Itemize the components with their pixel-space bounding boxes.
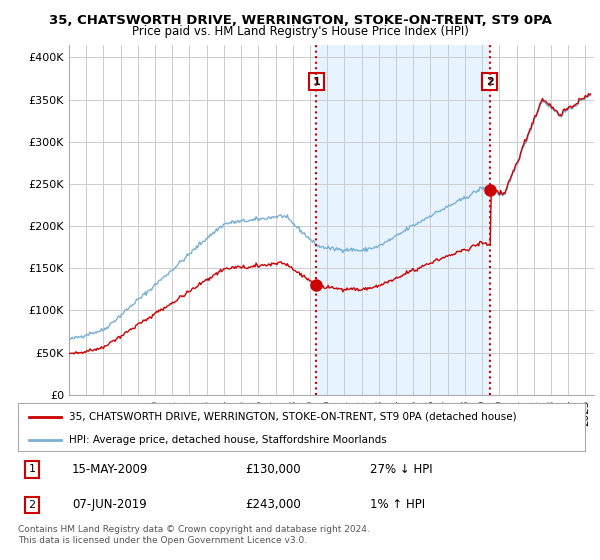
Text: 2: 2 <box>486 77 494 87</box>
Text: £130,000: £130,000 <box>245 463 301 476</box>
Text: Price paid vs. HM Land Registry's House Price Index (HPI): Price paid vs. HM Land Registry's House … <box>131 25 469 38</box>
Text: HPI: Average price, detached house, Staffordshire Moorlands: HPI: Average price, detached house, Staf… <box>69 435 387 445</box>
Text: 1: 1 <box>313 77 320 87</box>
Bar <box>316 45 490 395</box>
Text: 07-JUN-2019: 07-JUN-2019 <box>72 498 146 511</box>
Text: 1: 1 <box>29 464 35 474</box>
Text: 2: 2 <box>29 500 36 510</box>
Text: 35, CHATSWORTH DRIVE, WERRINGTON, STOKE-ON-TRENT, ST9 0PA (detached house): 35, CHATSWORTH DRIVE, WERRINGTON, STOKE-… <box>69 412 517 422</box>
Text: 35, CHATSWORTH DRIVE, WERRINGTON, STOKE-ON-TRENT, ST9 0PA: 35, CHATSWORTH DRIVE, WERRINGTON, STOKE-… <box>49 14 551 27</box>
Text: £243,000: £243,000 <box>245 498 301 511</box>
Text: Contains HM Land Registry data © Crown copyright and database right 2024.
This d: Contains HM Land Registry data © Crown c… <box>18 525 370 545</box>
Text: 15-MAY-2009: 15-MAY-2009 <box>72 463 148 476</box>
Text: 1% ↑ HPI: 1% ↑ HPI <box>370 498 425 511</box>
Text: 27% ↓ HPI: 27% ↓ HPI <box>370 463 432 476</box>
